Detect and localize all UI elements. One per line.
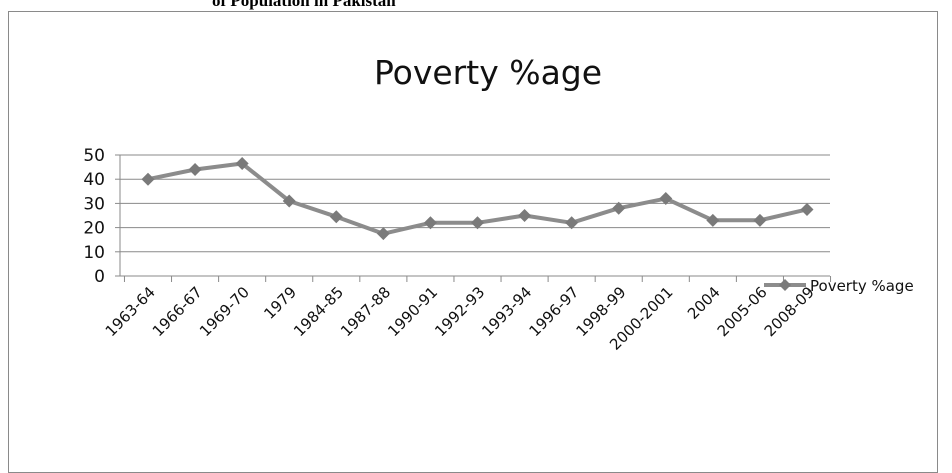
data-point xyxy=(235,156,249,170)
x-category-label: 1992-93 xyxy=(431,283,488,340)
data-point xyxy=(659,192,673,206)
x-category-label: 2004 xyxy=(684,283,724,323)
data-point xyxy=(518,209,532,222)
y-tick-label: 30 xyxy=(83,194,105,214)
y-tick-label: 50 xyxy=(83,146,105,166)
data-point xyxy=(612,201,626,215)
y-axis-tick-labels: 0 10 20 30 40 50 xyxy=(83,146,105,287)
x-axis xyxy=(115,154,832,282)
data-point xyxy=(753,213,767,227)
x-category-label: 1969-70 xyxy=(196,283,253,340)
x-category-label: 1984-85 xyxy=(290,283,347,340)
data-point xyxy=(141,172,155,186)
x-category-label: 1963-64 xyxy=(102,283,159,340)
legend: Poverty %age xyxy=(764,277,914,295)
data-point xyxy=(376,227,390,241)
x-category-label: 1987-88 xyxy=(337,283,394,340)
data-point xyxy=(471,216,484,230)
series-poverty xyxy=(141,156,814,241)
x-category-label: 1996-97 xyxy=(525,283,582,340)
figure-caption-fragment: of Population in Pakistan xyxy=(212,0,396,10)
legend-label: Poverty %age xyxy=(810,277,914,295)
data-point xyxy=(565,216,579,230)
x-category-label: 1993-94 xyxy=(478,283,535,340)
y-tick-label: 0 xyxy=(94,267,105,287)
chart-title: Poverty %age xyxy=(374,53,602,92)
y-tick-label: 40 xyxy=(83,170,105,190)
data-point xyxy=(800,202,814,216)
y-tick-label: 20 xyxy=(83,219,105,239)
data-point xyxy=(188,163,202,177)
x-category-label: 1966-67 xyxy=(149,283,206,340)
chart-frame xyxy=(8,11,938,473)
x-category-label: 2005-06 xyxy=(714,283,771,340)
data-point xyxy=(329,210,343,224)
legend-marker-icon xyxy=(779,279,791,291)
x-category-label: 1990-91 xyxy=(384,283,441,340)
data-point xyxy=(282,194,296,208)
data-point xyxy=(423,216,437,230)
x-category-label: 1979 xyxy=(260,283,300,323)
data-point xyxy=(706,213,720,227)
y-tick-label: 10 xyxy=(83,243,105,263)
gridlines xyxy=(120,154,830,253)
